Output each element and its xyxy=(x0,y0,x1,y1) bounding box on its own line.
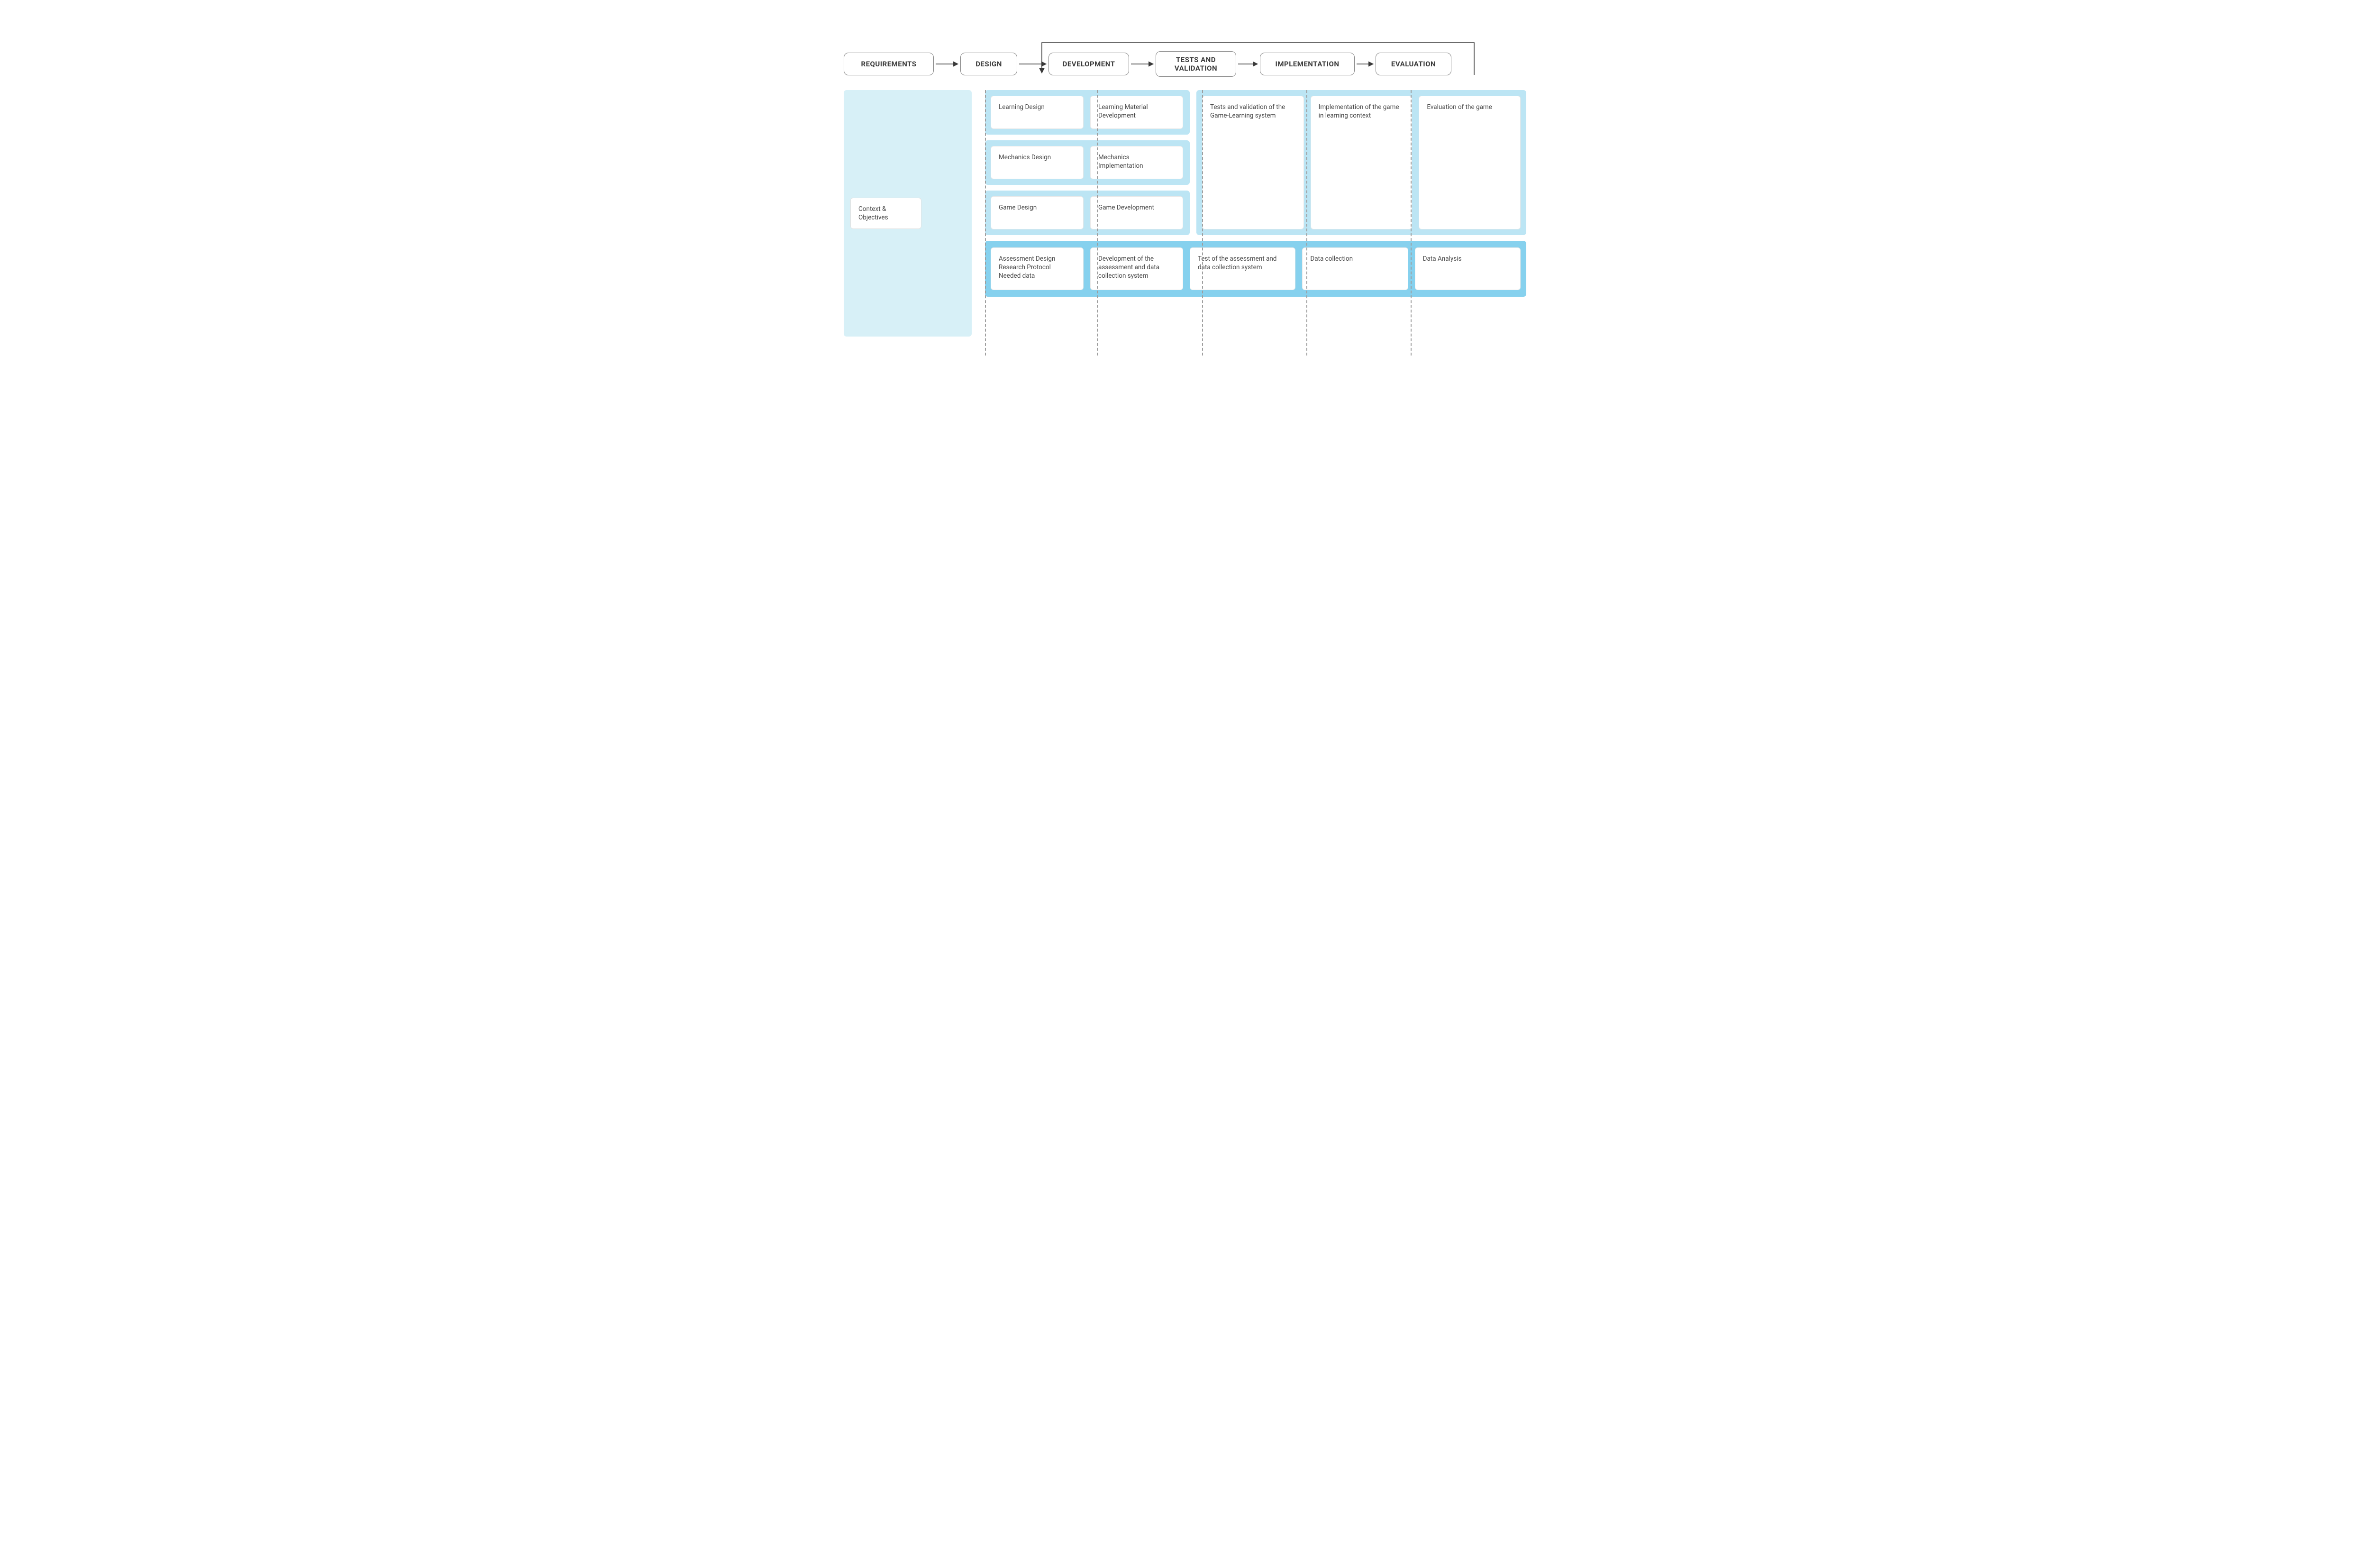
lane-assessment: Assessment Design Research Protocol Need… xyxy=(985,241,1526,297)
column-divider xyxy=(985,90,986,356)
lane-row: Learning Design Learning Material Develo… xyxy=(985,90,1190,135)
arrow-icon xyxy=(1355,59,1376,69)
phase-evaluation: EVALUATION xyxy=(1376,53,1451,75)
cell-impl-learning-context: Implementation of the game in learning c… xyxy=(1311,96,1413,229)
phase-development: DEVELOPMENT xyxy=(1048,53,1129,75)
arrow-icon xyxy=(1236,59,1260,69)
cell-game-dev: Game Development xyxy=(1090,196,1183,229)
process-diagram: REQUIREMENTS DESIGN DEVELOPMENT TESTS AN… xyxy=(844,47,1526,337)
lane-row: Game Design Game Development xyxy=(985,191,1190,235)
column-divider xyxy=(1306,90,1307,356)
phase-design: DESIGN xyxy=(960,53,1017,75)
column-divider xyxy=(1411,90,1412,356)
cell-mechanics-impl: Mechanics Implementation xyxy=(1090,146,1183,179)
cell-test-assessment-system: Test of the assessment and data collecti… xyxy=(1190,247,1295,290)
cell-assessment-design: Assessment Design Research Protocol Need… xyxy=(991,247,1084,290)
column-divider xyxy=(1202,90,1203,356)
cell-data-collection: Data collection xyxy=(1302,247,1408,290)
phase-tests: TESTS ANDVALIDATION xyxy=(1156,51,1236,77)
phase-header-row: REQUIREMENTS DESIGN DEVELOPMENT TESTS AN… xyxy=(844,47,1526,81)
cell-learning-design: Learning Design xyxy=(991,96,1084,129)
arrow-icon xyxy=(1129,59,1156,69)
lane-tall: Tests and validation of the Game-Learnin… xyxy=(1196,90,1526,235)
requirements-card: Context & Objectives xyxy=(850,198,921,229)
cell-learning-material-dev: Learning Material Development xyxy=(1090,96,1183,129)
cell-data-analysis: Data Analysis xyxy=(1415,247,1521,290)
arrow-icon xyxy=(1017,59,1048,69)
cell-eval-game: Evaluation of the game xyxy=(1419,96,1521,229)
cell-mechanics-design: Mechanics Design xyxy=(991,146,1084,179)
diagram-body: Context & Objectives Learning Design Lea… xyxy=(844,90,1526,337)
cell-game-design: Game Design xyxy=(991,196,1084,229)
lanes-container: Learning Design Learning Material Develo… xyxy=(985,90,1526,337)
light-lane-group: Learning Design Learning Material Develo… xyxy=(985,90,1526,235)
cell-dev-assessment-system: Development of the assessment and data c… xyxy=(1090,247,1183,290)
phase-implementation: IMPLEMENTATION xyxy=(1260,53,1355,75)
lane-row: Mechanics Design Mechanics Implementatio… xyxy=(985,140,1190,185)
column-divider xyxy=(1097,90,1098,356)
phase-tests-label: TESTS ANDVALIDATION xyxy=(1175,55,1217,73)
phase-requirements: REQUIREMENTS xyxy=(844,53,934,75)
requirements-column: Context & Objectives xyxy=(844,90,972,337)
arrow-icon xyxy=(934,59,960,69)
cell-tests-game-learning: Tests and validation of the Game-Learnin… xyxy=(1202,96,1304,229)
